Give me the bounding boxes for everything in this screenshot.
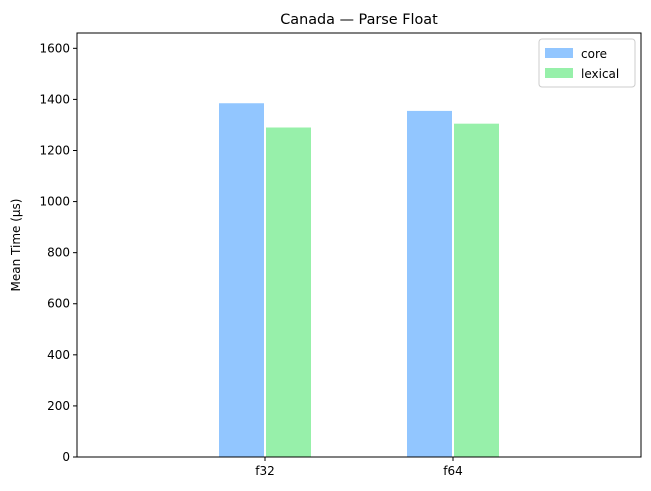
legend: core lexical [538,38,636,88]
bar-lexical-f32 [266,127,311,457]
bar-core-f64 [407,110,452,457]
x-tick-label: f32 [255,464,275,478]
x-axis: f32 f64 [255,457,463,478]
legend-swatch-core [545,48,573,58]
x-tick-label: f64 [443,464,463,478]
legend-swatch-lexical [545,68,573,78]
bar-core-f32 [219,103,264,457]
legend-label-lexical: lexical [581,67,619,81]
y-axis: 0 200 400 600 800 1000 1200 1400 1600 [39,41,77,464]
y-tick-label: 800 [47,246,70,260]
plot-frame [76,32,642,458]
y-tick-label: 600 [47,297,70,311]
bar-lexical-f64 [454,123,499,458]
bars-layer [219,103,499,458]
y-axis-label: Mean Time (µs) [9,199,23,292]
y-tick-label: 0 [62,450,70,464]
y-tick-label: 1200 [39,143,70,157]
chart-title: Canada — Parse Float [280,12,438,28]
legend-label-core: core [581,47,607,61]
y-tick-label: 1600 [39,41,70,55]
y-tick-label: 400 [47,348,70,362]
y-tick-label: 200 [47,399,70,413]
y-tick-label: 1400 [39,92,70,106]
y-tick-label: 1000 [39,195,70,209]
